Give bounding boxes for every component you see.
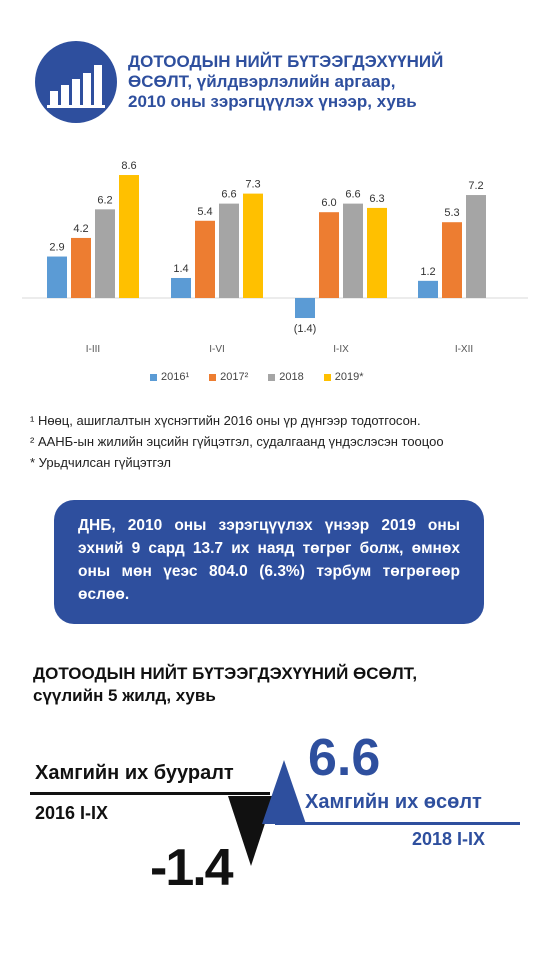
legend-swatch-2019 xyxy=(323,373,331,381)
legend-swatch-2018 xyxy=(268,373,276,381)
data-label-I-III-2016¹: 2.9 xyxy=(49,242,64,254)
legend-item-2019: 2019* xyxy=(323,371,364,383)
bar-I-VI-2019* xyxy=(243,193,263,298)
bar-I-VI-2018 xyxy=(219,203,239,298)
max-growth-divider xyxy=(275,822,520,825)
data-label-I-III-2017²: 4.2 xyxy=(73,223,88,235)
chart-legend: 2016¹ 2017² 2018 2019* xyxy=(150,371,364,383)
bar-I-III-2019* xyxy=(119,175,139,298)
section-title-line-2: сүүлийн 5 жилд, хувь xyxy=(33,686,216,705)
footnote-2: ² ААНБ-ын жилийн эцсийн гүйцэтгэл, судал… xyxy=(30,434,444,449)
bar-I-IX-2018 xyxy=(343,203,363,298)
legend-swatch-2016 xyxy=(150,373,157,381)
legend-item-2016: 2016¹ xyxy=(150,371,189,383)
gdp-growth-bar-chart: 2.9 4.2 6.2 8.6 I-III 1.4 5.4 6.6 7.3 I-VI (1.4) 6.… xyxy=(22,160,528,355)
legend-label-2016: 2016¹ xyxy=(161,371,190,383)
legend-item-2018: 2018 xyxy=(268,371,304,383)
legend-swatch-2017 xyxy=(209,373,217,381)
data-label-I-IX-2018: 6.6 xyxy=(345,189,360,201)
bar-I-IX-2016¹ xyxy=(295,298,315,319)
data-label-I-VI-2016¹: 1.4 xyxy=(173,263,188,275)
max-decline-value: -1.4 xyxy=(150,839,234,897)
data-label-I-XII-2016¹: 1.2 xyxy=(420,266,435,278)
bar-I-XII-2016¹ xyxy=(418,280,438,298)
header-title-line-3: 2010 оны зэрэгцүүлэх үнээр, хувь xyxy=(128,92,417,111)
chart-footnotes: ¹ Нөөц, ашиглалтын хүснэгтийн 2016 оны ү… xyxy=(30,410,444,473)
five-year-section-title: ДОТООДЫН НИЙТ БҮТЭЭГДЭХҮҮНИЙ ӨСӨЛТ, сүүл… xyxy=(33,663,417,707)
bar-I-XII-2018 xyxy=(466,195,486,298)
summary-callout: ДНБ, 2010 оны зэрэгцүүлэх үнээр 2019 оны… xyxy=(54,500,484,624)
logo-badge xyxy=(35,41,117,123)
x-tick-label-I-XII: I-XII xyxy=(455,344,473,355)
data-label-I-III-2019*: 8.6 xyxy=(121,160,136,172)
data-label-I-XII-2018: 7.2 xyxy=(468,180,483,192)
legend-item-2017: 2017² xyxy=(209,371,248,383)
summary-callout-text: ДНБ, 2010 оны зэрэгцүүлэх үнээр 2019 оны… xyxy=(78,517,460,603)
bar-I-III-2017² xyxy=(71,237,91,298)
down-triangle-icon xyxy=(228,796,274,866)
header-title-line-2: ӨСӨЛТ, үйлдвэрлэлийн аргаар, xyxy=(128,72,396,91)
data-label-I-IX-2019*: 6.3 xyxy=(369,193,384,205)
x-tick-label-I-IX: I-IX xyxy=(333,344,349,355)
data-label-I-IX-2016¹: (1.4) xyxy=(294,323,317,335)
max-growth-value: 6.6 xyxy=(308,729,381,787)
bar-I-III-2018 xyxy=(95,209,115,298)
data-label-I-XII-2017²: 5.3 xyxy=(444,207,459,219)
data-label-I-IX-2017²: 6.0 xyxy=(321,197,336,209)
legend-label-2019: 2019* xyxy=(334,371,364,383)
bar-chart-icon xyxy=(47,65,105,108)
max-decline-divider xyxy=(30,792,270,795)
bar-I-XII-2017² xyxy=(442,222,462,298)
bar-I-III-2016¹ xyxy=(47,256,67,298)
section-title-line-1: ДОТООДЫН НИЙТ БҮТЭЭГДЭХҮҮНИЙ ӨСӨЛТ, xyxy=(33,664,418,683)
bar-I-VI-2016¹ xyxy=(171,277,191,298)
x-tick-label-I-VI: I-VI xyxy=(209,344,225,355)
data-label-I-VI-2017²: 5.4 xyxy=(197,206,212,218)
legend-label-2018: 2018 xyxy=(279,371,304,383)
max-decline-label: Хамгийн их бууралт xyxy=(35,762,234,784)
footnote-3: * Урьдчилсан гүйцэтгэл xyxy=(30,455,172,470)
header-title: ДОТООДЫН НИЙТ БҮТЭЭГДЭХҮҮНИЙ ӨСӨЛТ, үйлд… xyxy=(128,52,538,112)
bar-I-VI-2017² xyxy=(195,220,215,298)
max-growth-period: 2018 I-IX xyxy=(412,829,486,849)
data-label-I-VI-2019*: 7.3 xyxy=(245,179,260,191)
bar-I-IX-2017² xyxy=(319,212,339,298)
legend-label-2017: 2017² xyxy=(220,371,249,383)
bar-I-IX-2019* xyxy=(367,207,387,298)
footnote-1: ¹ Нөөц, ашиглалтын хүснэгтийн 2016 оны ү… xyxy=(30,413,421,428)
data-label-I-III-2018: 6.2 xyxy=(97,194,112,206)
max-growth-label: Хамгийн их өсөлт xyxy=(305,791,482,813)
x-tick-label-I-III: I-III xyxy=(86,344,100,355)
up-triangle-icon xyxy=(262,760,306,824)
max-decline-period: 2016 I-IX xyxy=(35,803,109,823)
data-label-I-VI-2018: 6.6 xyxy=(221,189,236,201)
header-title-line-1: ДОТООДЫН НИЙТ БҮТЭЭГДЭХҮҮНИЙ xyxy=(128,52,444,71)
